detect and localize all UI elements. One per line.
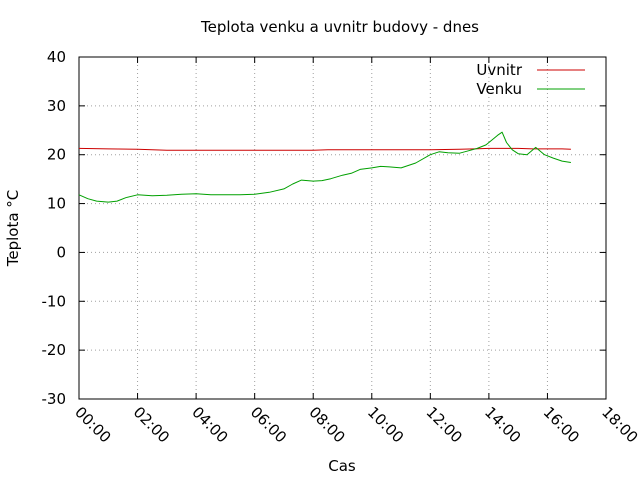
series-line-venku (78, 131, 571, 203)
x-tick-label: 06:00 (247, 403, 290, 446)
y-tick-label: 40 (47, 48, 66, 66)
chart-title: Teplota venku a uvnitr budovy - dnes (200, 18, 479, 36)
y-tick-label: 30 (47, 97, 66, 115)
y-tick-label: 10 (47, 195, 66, 213)
plot-frame (78, 56, 607, 400)
axis-ticks: -30 -20 -10 0 10 20 30 40 00:00 02:00 04:00 06:00 08… (42, 48, 640, 446)
x-tick-label: 18:00 (598, 403, 640, 446)
x-tick-label: 04:00 (188, 403, 231, 446)
x-axis-label: Cas (328, 457, 356, 475)
legend-label-uvnitr: Uvnitr (476, 61, 522, 79)
x-tick-label: 08:00 (305, 403, 348, 446)
series-lines (78, 131, 571, 203)
x-tick-label: 00:00 (71, 403, 114, 446)
y-axis-label: Teplota °C (4, 190, 22, 268)
y-tick-label: -20 (42, 341, 67, 359)
y-tick-label: 0 (56, 243, 66, 261)
y-tick-label: -10 (42, 292, 67, 310)
grid (79, 57, 606, 399)
series-line-uvnitr (78, 147, 571, 151)
legend-label-venku: Venku (476, 80, 522, 98)
x-tick-label: 10:00 (364, 403, 407, 446)
x-tick-label: 12:00 (423, 403, 466, 446)
x-tick-label: 14:00 (481, 403, 524, 446)
x-tick-label: 02:00 (130, 403, 173, 446)
y-tick-label: 20 (47, 146, 66, 164)
x-tick-label: 16:00 (540, 403, 583, 446)
y-tick-label: -30 (42, 390, 67, 408)
